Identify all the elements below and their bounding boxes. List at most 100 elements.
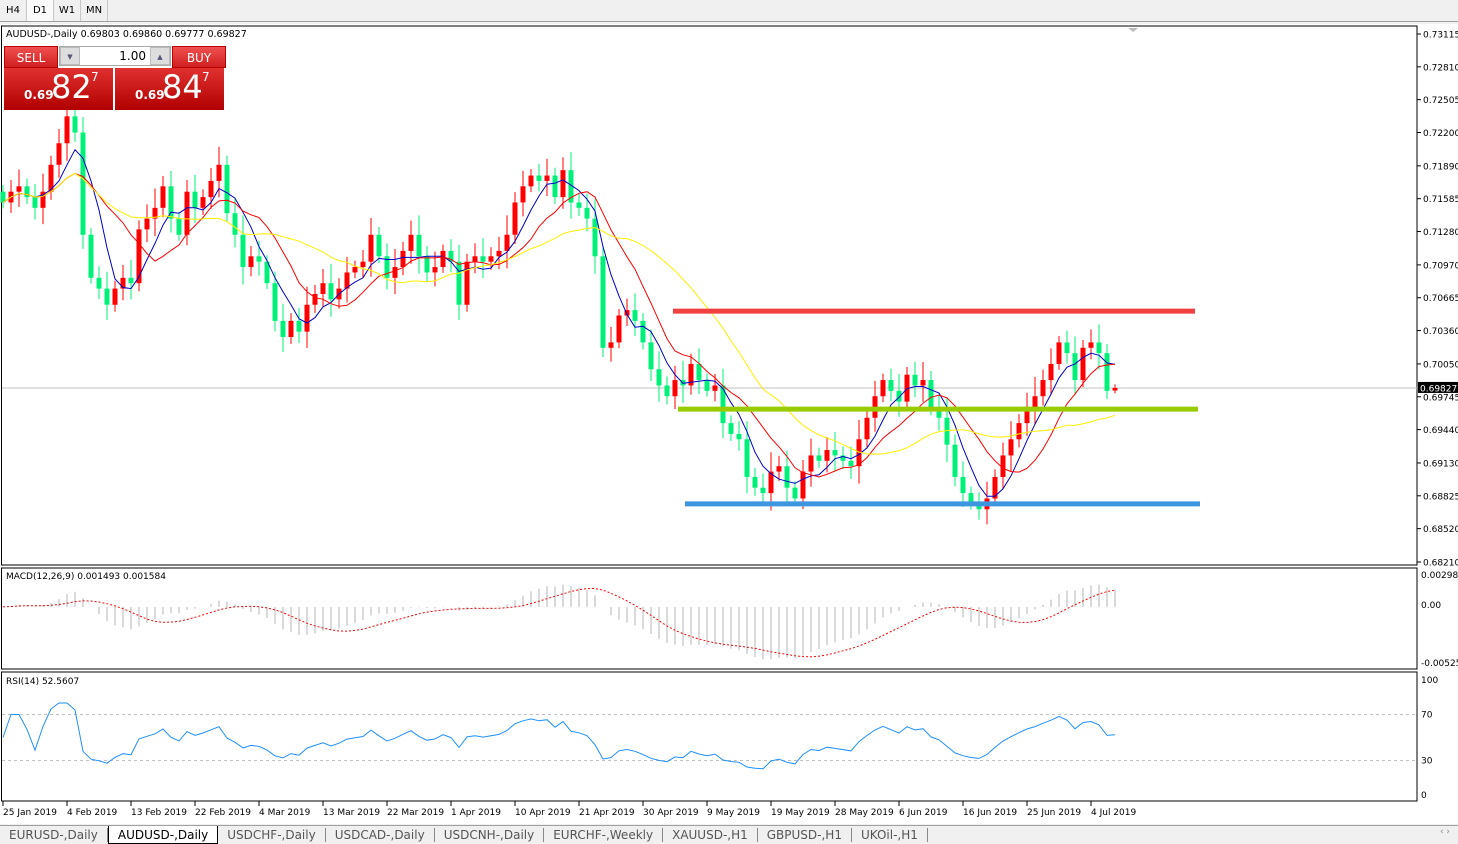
bullish-candle bbox=[1088, 329, 1094, 360]
bullish-candle bbox=[40, 173, 46, 225]
date-tick-label: 30 Apr 2019 bbox=[643, 808, 699, 818]
bullish-candle bbox=[152, 188, 158, 237]
candle-body bbox=[416, 234, 422, 257]
timeframe-w1[interactable]: W1 bbox=[54, 0, 81, 21]
candle-body bbox=[328, 283, 334, 300]
date-tick-label: 28 May 2019 bbox=[835, 808, 894, 818]
candle-body bbox=[368, 234, 374, 262]
tab-scroll-arrows[interactable]: ‹ › bbox=[1439, 827, 1450, 837]
ma-slow-line bbox=[2, 172, 1116, 455]
bullish-candle bbox=[1048, 348, 1054, 395]
candle-body bbox=[1032, 396, 1038, 407]
symbol-tab[interactable]: USDCHF-,Daily bbox=[218, 828, 326, 842]
symbol-tab[interactable]: GBPUSD-,H1 bbox=[758, 828, 852, 842]
bearish-candle bbox=[96, 266, 102, 300]
candle-body bbox=[664, 385, 670, 397]
bullish-candle bbox=[768, 452, 774, 511]
bullish-candle bbox=[528, 169, 534, 193]
bullish-candle bbox=[512, 192, 518, 245]
one-click-trading-panel: SELL ▼ 1.00 ▲ BUY 0.69 82 7 0.69 84 7 bbox=[4, 45, 226, 111]
decrease-lot-button[interactable]: ▼ bbox=[60, 47, 80, 65]
candle-body bbox=[848, 460, 854, 467]
symbol-tab[interactable]: AUDUSD-,Daily bbox=[107, 826, 219, 844]
sell-price-button[interactable]: 0.69 82 7 bbox=[4, 68, 113, 110]
candle-body bbox=[264, 261, 270, 284]
candle-body bbox=[24, 186, 30, 198]
candle-body bbox=[32, 197, 38, 208]
symbol-tab[interactable]: EURUSD-,Daily bbox=[0, 828, 108, 842]
timeframe-mn[interactable]: MN bbox=[81, 0, 108, 21]
candle-body bbox=[560, 170, 566, 198]
candle-body bbox=[696, 363, 702, 381]
candle-body bbox=[1000, 455, 1006, 477]
candle-body bbox=[528, 175, 534, 187]
buy-button[interactable]: BUY bbox=[172, 46, 226, 68]
main-panel-frame bbox=[1, 25, 1418, 566]
price-chart[interactable]: 0.73115 0.72810 0.72505 0.72200 0.71890 0.715… bbox=[0, 24, 1458, 824]
macd-histogram bbox=[10, 584, 1116, 660]
bullish-candle bbox=[120, 264, 126, 301]
bullish-candle bbox=[616, 309, 622, 349]
lot-size-input[interactable]: 1.00 bbox=[119, 49, 146, 63]
bearish-candle bbox=[448, 239, 454, 273]
lot-size-stepper[interactable]: ▼ 1.00 ▲ bbox=[59, 46, 171, 66]
macd-panel-frame bbox=[1, 567, 1418, 670]
candles bbox=[0, 96, 1118, 525]
candle-body bbox=[1016, 423, 1022, 440]
candle-body bbox=[1040, 380, 1046, 397]
candle-body bbox=[392, 267, 398, 278]
rsi-label: RSI(14) 52.5607 bbox=[6, 677, 79, 687]
candle-body bbox=[192, 191, 198, 208]
bullish-candle bbox=[488, 247, 494, 270]
candle-body bbox=[968, 493, 974, 504]
sell-button[interactable]: SELL bbox=[4, 46, 58, 68]
bearish-candle bbox=[536, 163, 542, 192]
candle-body bbox=[464, 261, 470, 305]
buy-price-sup: 7 bbox=[202, 70, 210, 84]
candle-body bbox=[936, 406, 942, 418]
candle-body bbox=[648, 342, 654, 370]
symbol-tab[interactable]: XAUUSD-,H1 bbox=[663, 828, 758, 842]
candle-body bbox=[800, 471, 806, 499]
candle-body bbox=[304, 304, 310, 332]
candle-body bbox=[656, 369, 662, 386]
bullish-candle bbox=[1056, 335, 1062, 370]
candle-body bbox=[168, 186, 174, 219]
candle-body bbox=[840, 455, 846, 461]
timeframe-h4[interactable]: H4 bbox=[0, 0, 27, 21]
bearish-candle bbox=[912, 361, 918, 398]
bullish-candle bbox=[472, 243, 478, 274]
bearish-candle bbox=[296, 307, 302, 344]
price-tick-label: 0.69440 bbox=[1423, 426, 1458, 436]
candle-body bbox=[640, 320, 646, 343]
candle-body bbox=[832, 450, 838, 456]
date-tick-label: 16 Jun 2019 bbox=[963, 808, 1017, 818]
bearish-candle bbox=[104, 271, 110, 320]
symbol-tab[interactable]: USDCNH-,Daily bbox=[435, 828, 545, 842]
date-tick-label: 13 Mar 2019 bbox=[323, 808, 380, 818]
buy-price-button[interactable]: 0.69 84 7 bbox=[115, 68, 224, 110]
bullish-candle bbox=[560, 157, 566, 209]
date-tick-label: 22 Mar 2019 bbox=[387, 808, 444, 818]
bearish-candle bbox=[272, 271, 278, 332]
symbol-tab[interactable]: USDCAD-,Daily bbox=[326, 828, 435, 842]
date-tick-label: 10 Apr 2019 bbox=[515, 808, 571, 818]
bullish-candle bbox=[800, 459, 806, 509]
candle-body bbox=[376, 234, 382, 257]
bearish-candle bbox=[760, 473, 766, 506]
symbol-tab[interactable]: EURCHF-,Weekly bbox=[544, 828, 664, 842]
date-tick-label: 25 Jan 2019 bbox=[3, 808, 57, 818]
price-tick-label: 0.71890 bbox=[1423, 162, 1458, 172]
candle-body bbox=[320, 283, 326, 294]
bullish-candle bbox=[112, 280, 118, 312]
candle-body bbox=[1080, 347, 1086, 381]
symbol-tab[interactable]: UKOil-,H1 bbox=[852, 828, 928, 842]
increase-lot-button[interactable]: ▲ bbox=[150, 47, 170, 65]
price-tick-label: 0.70050 bbox=[1423, 360, 1458, 370]
date-tick-label: 4 Feb 2019 bbox=[67, 808, 118, 818]
candle-body bbox=[384, 256, 390, 278]
date-tick-label: 21 Apr 2019 bbox=[579, 808, 635, 818]
candle-body bbox=[48, 164, 54, 192]
timeframe-d1[interactable]: D1 bbox=[27, 0, 54, 21]
bearish-candle bbox=[720, 368, 726, 439]
